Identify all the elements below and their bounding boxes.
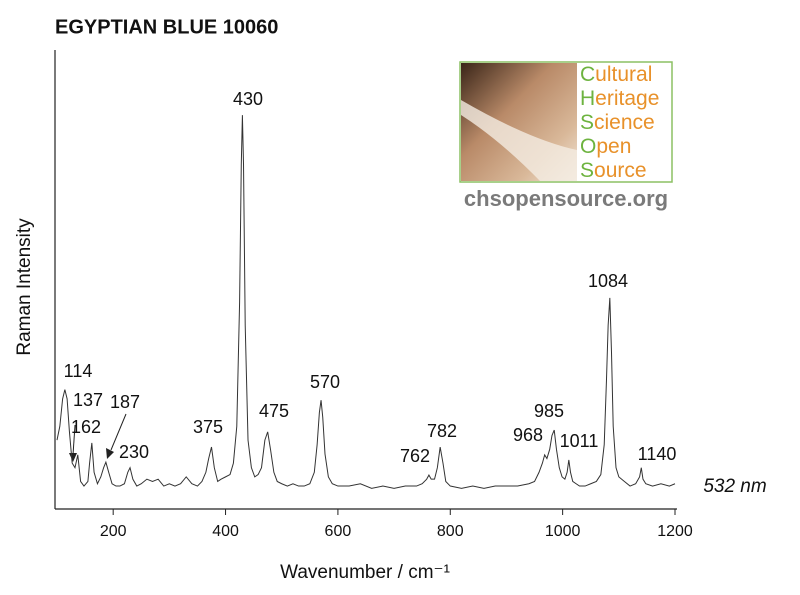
peak-label: 968 xyxy=(513,425,543,445)
x-tick-label: 400 xyxy=(212,523,239,540)
logo-text: Source xyxy=(580,159,647,182)
logo-url: chsopensource.org xyxy=(463,186,669,211)
peak-label: 762 xyxy=(400,446,430,466)
peak-label: 1084 xyxy=(588,271,628,291)
arrow xyxy=(72,424,76,456)
peak-label: 985 xyxy=(534,401,564,421)
chart-title: EGYPTIAN BLUE 10060 xyxy=(55,16,278,38)
peak-label: 375 xyxy=(193,417,223,437)
peak-label: 1140 xyxy=(638,444,677,464)
x-axis-label: Wavenumber / cm⁻¹ xyxy=(280,562,450,583)
logo-text: Science xyxy=(580,111,655,134)
peak-label: 137 xyxy=(73,390,103,410)
y-axis-label: Raman Intensity xyxy=(14,218,35,356)
logo-text: Heritage xyxy=(580,87,660,110)
x-tick-label: 1000 xyxy=(545,523,581,540)
x-tick-label: 600 xyxy=(325,523,352,540)
arrow-head xyxy=(106,448,114,459)
peak-label: 1011 xyxy=(560,431,599,451)
x-tick-label: 200 xyxy=(100,523,127,540)
logo-image-detail xyxy=(461,100,577,181)
peak-label: 187 xyxy=(110,392,140,412)
x-tick-label: 800 xyxy=(437,523,464,540)
peak-label: 475 xyxy=(259,401,289,421)
peak-label: 430 xyxy=(233,89,263,109)
peak-label: 782 xyxy=(427,421,457,441)
x-tick-label: 1200 xyxy=(657,523,693,540)
logo-text: Cultural xyxy=(580,63,653,86)
peak-label: 114 xyxy=(64,361,93,381)
spectrum-line xyxy=(56,115,676,489)
peak-label: 570 xyxy=(310,372,340,392)
logo-text: Open xyxy=(580,135,632,158)
peak-label: 230 xyxy=(119,442,149,462)
arrow xyxy=(110,413,127,451)
wavelength-label: 532 nm xyxy=(703,476,766,497)
peak-label: 162 xyxy=(71,417,101,437)
arrow-head xyxy=(69,453,77,462)
